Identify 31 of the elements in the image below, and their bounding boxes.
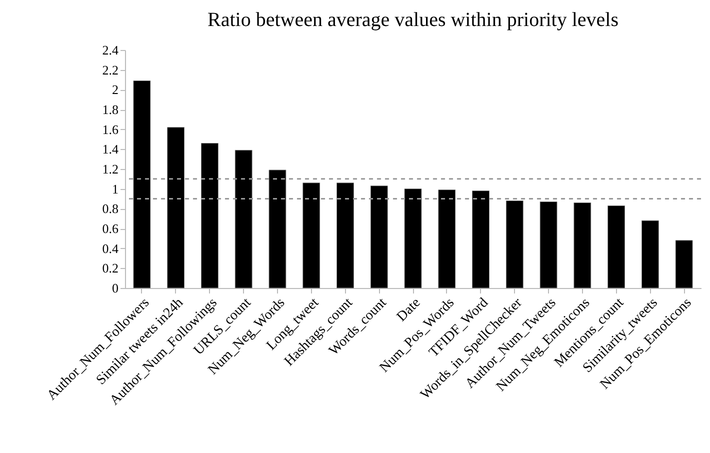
bar [336, 182, 354, 288]
bar [574, 202, 592, 288]
bar [675, 240, 693, 288]
bar [641, 220, 659, 288]
bar [167, 127, 185, 288]
bar [506, 200, 524, 288]
y-tick-label: 1.2 [102, 162, 118, 176]
y-tick-label: 0 [112, 280, 118, 296]
y-tick-label: 1.4 [102, 142, 119, 157]
bar [404, 188, 422, 288]
y-tick-label: 2.4 [102, 42, 119, 58]
bar [200, 142, 218, 288]
y-tick-label: 0.8 [102, 201, 118, 216]
y-tick-label: 0.4 [102, 240, 119, 256]
bar [540, 201, 558, 288]
bar [234, 150, 252, 288]
bar [438, 190, 456, 288]
y-tick-label: 2.2 [102, 62, 118, 78]
bar [268, 170, 286, 288]
bar [370, 186, 388, 288]
y-tick-label: 0.2 [102, 260, 118, 276]
y-tick-label: 0.6 [102, 221, 119, 236]
bar [133, 80, 151, 288]
chart-title: Ratio between average values within priority levels [208, 9, 619, 31]
y-tick-label: 1.8 [102, 102, 118, 117]
bar [472, 190, 490, 288]
bar [608, 205, 626, 288]
y-tick-label: 2 [112, 82, 118, 98]
y-tick-label: 1 [112, 181, 118, 196]
y-tick-label: 1.6 [102, 122, 119, 137]
bar [302, 182, 320, 288]
